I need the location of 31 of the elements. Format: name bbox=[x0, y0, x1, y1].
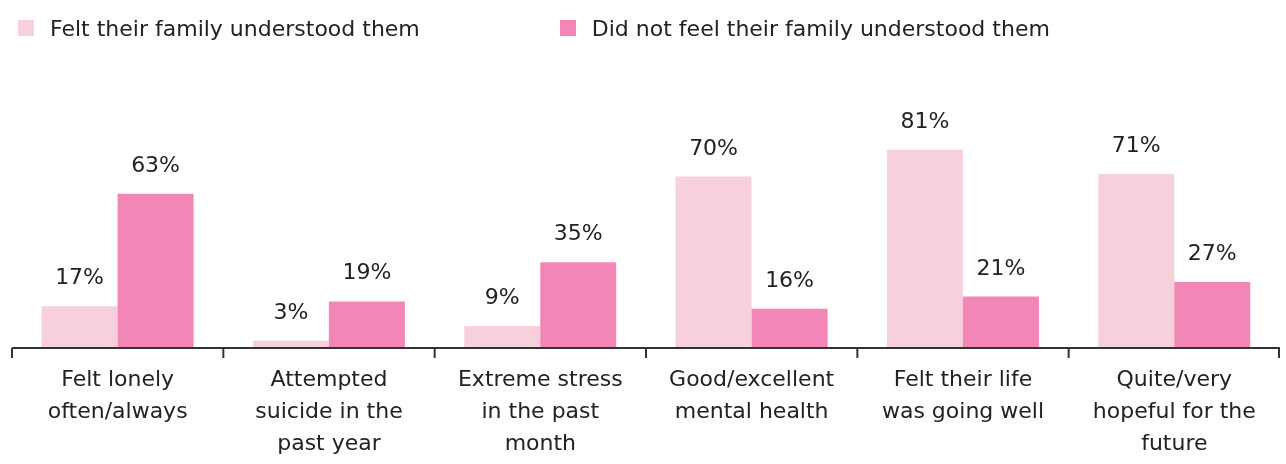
data-label: 16% bbox=[765, 266, 815, 292]
bar bbox=[464, 325, 541, 348]
data-label: 63% bbox=[131, 151, 181, 177]
data-label: 19% bbox=[342, 259, 392, 285]
x-tick-label: Attempted suicide in the past year bbox=[255, 366, 403, 455]
data-label: 81% bbox=[900, 107, 950, 133]
data-label: 70% bbox=[689, 134, 739, 160]
legend-label: Felt their family understood them bbox=[50, 15, 420, 41]
x-tick-label: Felt lonely often/always bbox=[47, 366, 188, 423]
legend-label: Did not feel their family understood them bbox=[591, 15, 1050, 41]
data-label: 9% bbox=[484, 283, 520, 309]
data-label: 27% bbox=[1187, 239, 1237, 265]
data-label: 21% bbox=[976, 254, 1026, 280]
bar bbox=[675, 176, 752, 348]
bar bbox=[1174, 281, 1251, 348]
x-tick-label: Extreme stress in the past month bbox=[457, 366, 623, 455]
bar bbox=[886, 149, 963, 348]
data-label: 3% bbox=[273, 298, 309, 324]
x-tick-label: Quite/very hopeful for the future bbox=[1092, 366, 1256, 455]
x-tick-label: Good/excellent mental health bbox=[669, 366, 835, 423]
bar bbox=[751, 308, 828, 348]
bar bbox=[1098, 174, 1175, 348]
bar bbox=[117, 193, 194, 348]
bar bbox=[41, 306, 118, 348]
data-label: 35% bbox=[553, 220, 603, 246]
x-tick-label: Felt their life was going well bbox=[881, 366, 1045, 423]
bar bbox=[540, 262, 617, 348]
bar bbox=[962, 296, 1039, 348]
bar bbox=[328, 301, 405, 348]
data-label: 17% bbox=[55, 264, 105, 290]
data-label: 71% bbox=[1111, 132, 1161, 158]
